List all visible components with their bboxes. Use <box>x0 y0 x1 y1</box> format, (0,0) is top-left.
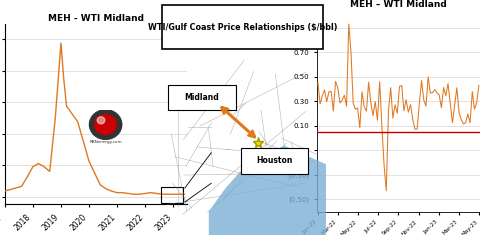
Title: MEH – WTI Midland: MEH – WTI Midland <box>350 0 447 9</box>
Text: Midland: Midland <box>185 93 219 102</box>
Bar <box>160 187 183 203</box>
Title: MEH - WTI Midland: MEH - WTI Midland <box>48 14 144 23</box>
FancyBboxPatch shape <box>240 148 308 174</box>
Circle shape <box>95 115 116 134</box>
Text: WTI/Gulf Coast Price Relationships ($/bbl): WTI/Gulf Coast Price Relationships ($/bb… <box>148 23 337 31</box>
Text: RBNenergy.com: RBNenergy.com <box>89 140 122 144</box>
Circle shape <box>89 110 122 139</box>
Circle shape <box>97 117 105 124</box>
Text: Houston: Houston <box>256 157 292 165</box>
Polygon shape <box>209 146 326 235</box>
FancyBboxPatch shape <box>168 85 236 110</box>
FancyBboxPatch shape <box>162 5 323 49</box>
